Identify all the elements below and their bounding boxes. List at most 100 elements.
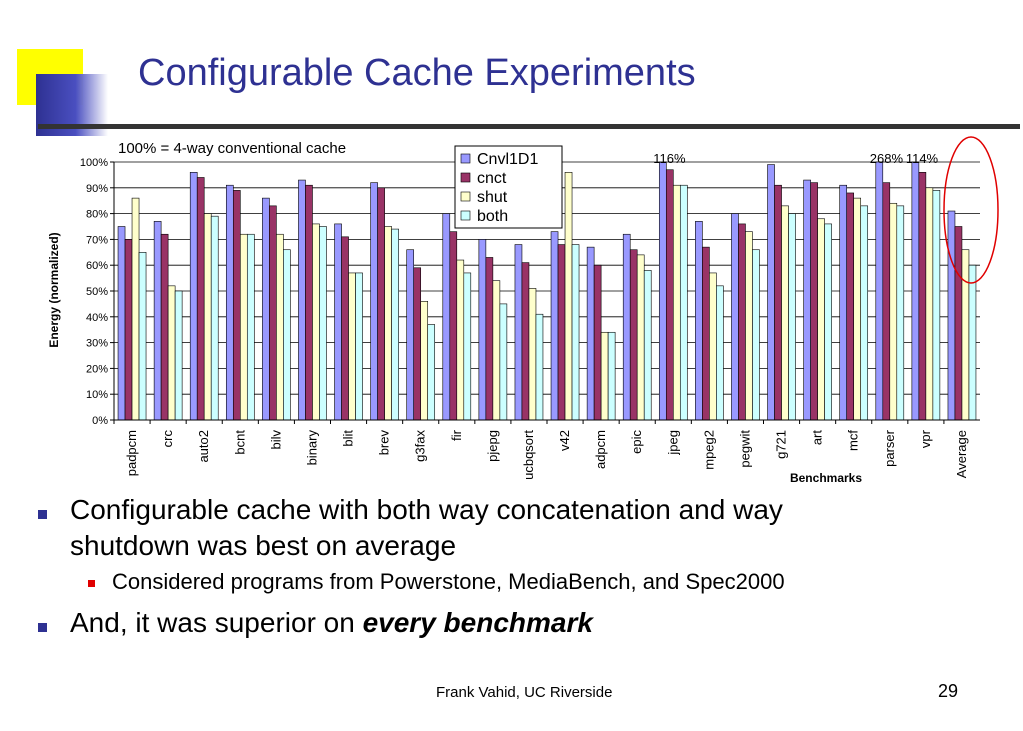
bar-cnct-art (810, 182, 818, 421)
x-tick-label: v42 (557, 430, 572, 451)
x-tick-label: ucbqsort (521, 430, 536, 480)
bar-Cnvl1D1-blit (334, 223, 342, 421)
bar-shut-mcf (853, 197, 862, 421)
bar-shut-binary (312, 223, 320, 421)
bar-cnct-g721 (774, 184, 782, 421)
bar-Cnvl1D1-pjepg (478, 239, 487, 421)
y-tick-label: 70% (86, 234, 108, 246)
bar-shut-vpr (925, 187, 934, 421)
legend-swatch-Cnvl1D1 (460, 153, 471, 164)
bar-shut-parser (889, 202, 898, 421)
bar-shut-bcnt (239, 233, 248, 421)
bar-shut-crc (167, 285, 176, 421)
bar-both-binary (319, 226, 327, 421)
bar-shut-bilv (276, 233, 284, 421)
bullet-3-text: And, it was superior on (70, 607, 363, 638)
bar-shut-ucbqsort (528, 288, 537, 421)
x-tick-label: bcnt (232, 430, 247, 455)
y-tick-label: 60% (86, 260, 108, 272)
bar-cnct-bcnt (232, 190, 241, 421)
bar-cnct-auto2 (196, 177, 205, 421)
bar-cnct-pjepg (485, 257, 494, 421)
x-tick-label: adpcm (593, 430, 608, 469)
slide-title: Configurable Cache Experiments (138, 52, 696, 94)
y-axis-label: Energy (normalized) (47, 232, 61, 347)
bar-Cnvl1D1-jpeg (658, 161, 667, 421)
bar-both-parser (896, 205, 905, 421)
bar-cnct-bilv (269, 205, 277, 421)
x-tick-label: mpeg2 (701, 430, 716, 470)
bar-both-bcnt (246, 233, 255, 421)
bar-Cnvl1D1-art (803, 179, 811, 421)
bar-cnct-mcf (846, 192, 855, 421)
bar-both-adpcm (607, 331, 616, 421)
bullet-marker (38, 510, 47, 519)
y-tick-label: 80% (86, 209, 108, 221)
bar-Cnvl1D1-bcnt (225, 184, 234, 421)
bar-both-g721 (788, 213, 796, 421)
bar-both-auto2 (210, 215, 219, 421)
sub-bullet-marker (88, 580, 95, 587)
y-tick-label: 20% (86, 363, 108, 375)
legend-swatch-shut (460, 191, 471, 202)
title-underline (38, 124, 1020, 129)
bar-Cnvl1D1-binary (298, 179, 306, 421)
x-tick-label: fir (449, 429, 464, 441)
x-tick-label: blit (341, 430, 356, 447)
x-tick-label: auto2 (196, 430, 211, 463)
bar-Cnvl1D1-padpcm (117, 226, 126, 421)
y-tick-label: 90% (86, 183, 108, 195)
bar-cnct-binary (305, 184, 313, 421)
bar-Cnvl1D1-crc (153, 221, 162, 421)
x-tick-label: padpcm (124, 430, 139, 476)
y-tick-label: 40% (86, 312, 108, 324)
bar-both-v42 (571, 244, 580, 421)
x-tick-label: g3fax (413, 430, 428, 462)
bar-Cnvl1D1-Average (947, 210, 956, 421)
legend-label: Cnvl1D1 (477, 151, 538, 168)
bar-cnct-mpeg2 (702, 246, 710, 421)
bar-both-epic (643, 270, 652, 421)
bar-Cnvl1D1-g3fax (406, 249, 415, 421)
bar-both-pjepg (499, 303, 508, 421)
bullet-marker (38, 623, 47, 632)
y-tick-label: 0% (92, 415, 108, 427)
bullet-2-text: Considered programs from Powerstone, Med… (112, 569, 785, 594)
bar-shut-v42 (564, 172, 573, 421)
bar-cnct-g3fax (413, 267, 422, 421)
bar-Cnvl1D1-mcf (839, 184, 848, 421)
bar-shut-g3fax (420, 301, 429, 421)
bar-shut-pjepg (492, 280, 501, 421)
bar-Cnvl1D1-mpeg2 (695, 221, 703, 421)
bullet-1-text: Configurable cache with both way concate… (70, 494, 783, 525)
bar-shut-Average (961, 249, 970, 421)
bar-cnct-crc (160, 233, 169, 421)
bar-Cnvl1D1-fir (442, 213, 451, 421)
bar-both-Average (968, 264, 977, 421)
bar-both-jpeg (679, 184, 688, 421)
value-label: 268% (870, 151, 904, 166)
y-tick-label: 10% (86, 389, 108, 401)
legend-swatch-both (460, 210, 471, 221)
x-tick-label: epic (629, 430, 644, 454)
bar-shut-jpeg (672, 184, 681, 421)
x-tick-label: brev (377, 430, 392, 456)
bar-both-blit (355, 272, 363, 421)
x-tick-label: art (810, 430, 825, 446)
bar-shut-adpcm (600, 331, 609, 421)
bar-cnct-fir (449, 231, 458, 421)
y-tick-label: 50% (86, 286, 108, 298)
bar-Cnvl1D1-auto2 (189, 172, 198, 421)
y-tick-label: 30% (86, 338, 108, 350)
bar-both-crc (174, 290, 183, 421)
bar-both-ucbqsort (535, 313, 544, 421)
bar-Cnvl1D1-adpcm (586, 246, 595, 421)
bar-cnct-blit (341, 236, 349, 421)
bar-shut-art (817, 218, 825, 421)
bullet-1-continuation: shutdown was best on average (70, 530, 457, 561)
bar-Cnvl1D1-g721 (767, 164, 775, 421)
x-tick-label: parser (882, 429, 897, 467)
bar-Cnvl1D1-v42 (550, 231, 559, 421)
bar-cnct-epic (629, 249, 638, 421)
x-tick-label: mcf (846, 430, 861, 451)
